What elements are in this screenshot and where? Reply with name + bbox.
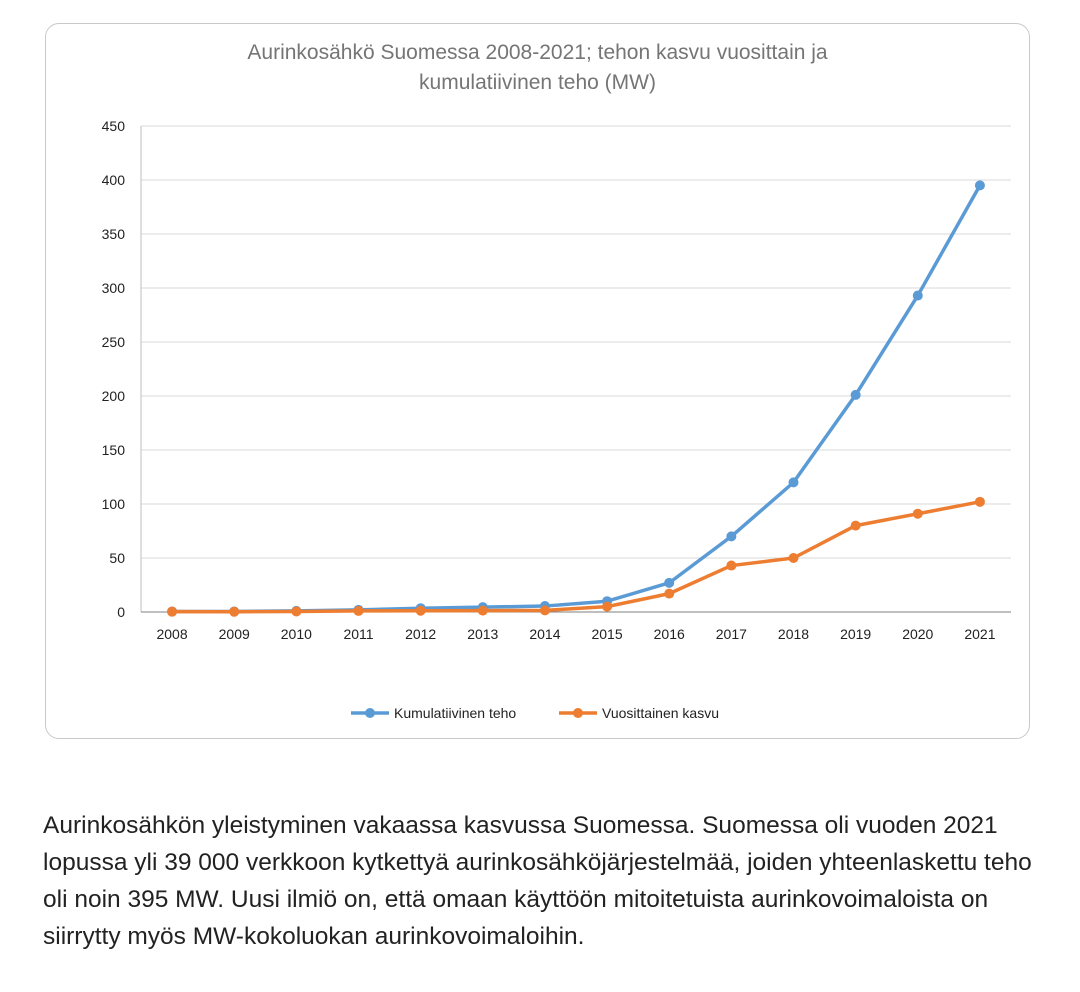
x-tick-label: 2009 [219,626,250,642]
series-2-point [229,606,240,617]
legend-swatch-marker [365,708,375,718]
y-tick-label: 200 [102,388,126,404]
series-2-point [974,496,985,507]
series-2-point [539,605,550,616]
series-2-point [167,606,178,617]
y-tick-label: 0 [117,604,125,620]
series-1-point [788,477,799,488]
chart-title-line-2: kumulatiivinen teho (MW) [419,71,656,94]
x-tick-label: 2016 [654,626,685,642]
x-tick-label: 2018 [778,626,809,642]
y-tick-label: 350 [102,226,126,242]
y-tick-label: 100 [102,496,126,512]
series-1-point [912,290,923,301]
x-tick-label: 2020 [902,626,933,642]
series-2-point [602,601,613,612]
x-tick-label: 2017 [716,626,747,642]
series-2-point [788,553,799,563]
line-chart: 0 50 100 150 200 250 300 350 400 450 2008 2009 2010 2… [102,118,1011,721]
y-tick-label: 150 [102,442,126,458]
legend-label: Kumulatiivinen teho [394,705,516,721]
series-2-point [415,605,426,616]
y-tick-label: 250 [102,334,126,350]
y-tick-label: 300 [102,280,126,296]
series-2-point [726,560,737,571]
legend-label: Vuosittainen kasvu [602,705,719,721]
series-1-point [974,180,985,191]
series-2-point [664,588,675,599]
y-tick-label: 400 [102,172,126,188]
x-tick-label: 2012 [405,626,436,642]
x-tick-label: 2010 [281,626,312,642]
series-2-point [912,508,923,519]
series-2-point [850,520,861,531]
x-tick-label: 2019 [840,626,871,642]
legend-swatch-marker [573,708,583,718]
series-1-point [726,531,737,542]
x-tick-label: 2021 [964,626,995,642]
chart-title: Aurinkosähkö Suomessa 2008-2021; tehon k… [46,38,1029,98]
series-1-point [850,389,861,400]
y-tick-label: 50 [109,550,125,566]
series-line-2 [170,500,982,614]
chart-title-line-1: Aurinkosähkö Suomessa 2008-2021; tehon k… [247,41,828,64]
x-tick-label: 2011 [343,626,373,642]
chart-card: Aurinkosähkö Suomessa 2008-2021; tehon k… [45,23,1030,739]
y-tick-label: 450 [102,118,126,134]
series-1-point [664,577,675,588]
x-tick-label: 2013 [467,626,498,642]
x-tick-label: 2015 [591,626,622,642]
x-tick-label: 2014 [529,626,560,642]
series-2-point [291,606,302,617]
series-2-point [477,605,488,616]
series-2-point [353,605,364,616]
x-tick-label: 2008 [156,626,187,642]
figure-caption: Aurinkosähkön yleistyminen vakaassa kasv… [43,811,1032,950]
